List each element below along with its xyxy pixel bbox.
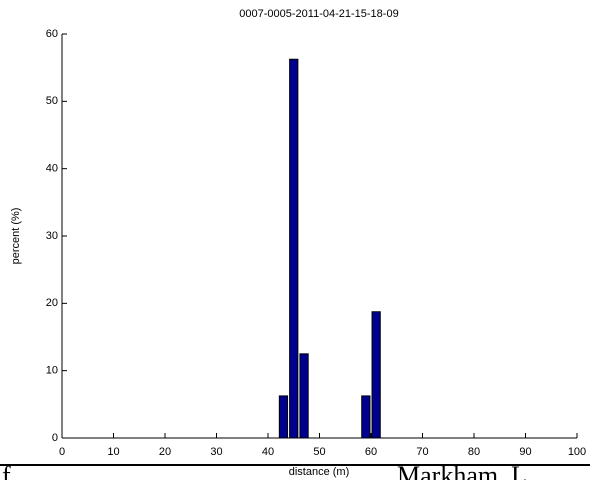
y-tick-label: 30 <box>46 230 58 242</box>
plot-area: 0 10 20 30 40 50 60 0 10 20 30 40 50 60 70 80 90 100 <box>46 28 586 458</box>
x-tick-label: 60 <box>365 446 377 458</box>
x-tick-label: 0 <box>59 446 65 458</box>
footer-left: f <box>2 461 11 480</box>
bar <box>299 353 309 439</box>
bar <box>278 395 289 439</box>
x-tick-label: 90 <box>519 446 531 458</box>
x-axis-label: distance (m) <box>289 466 350 478</box>
x-tick-label: 30 <box>210 446 222 458</box>
x-tick-label: 40 <box>262 446 274 458</box>
x-tick-label: 80 <box>468 446 480 458</box>
y-tick-label: 50 <box>46 95 58 107</box>
bar <box>289 58 299 439</box>
bar <box>361 395 371 439</box>
y-tick-label: 0 <box>52 432 58 444</box>
y-tick-label: 20 <box>46 297 58 309</box>
x-tick-label: 70 <box>416 446 428 458</box>
bar <box>371 311 381 439</box>
chart-title: 0007-0005-2011-04-21-15-18-09 <box>239 8 398 20</box>
y-tick-label: 10 <box>46 365 58 377</box>
x-tick-label: 100 <box>568 446 586 458</box>
x-tick-label: 10 <box>107 446 119 458</box>
y-tick-label: 40 <box>46 163 58 175</box>
x-tick-label: 20 <box>159 446 171 458</box>
y-axis-label: percent (%) <box>10 208 22 265</box>
y-tick-label: 60 <box>46 28 58 40</box>
x-tick-label: 50 <box>313 446 325 458</box>
footer-right: Markham, L <box>397 461 527 480</box>
